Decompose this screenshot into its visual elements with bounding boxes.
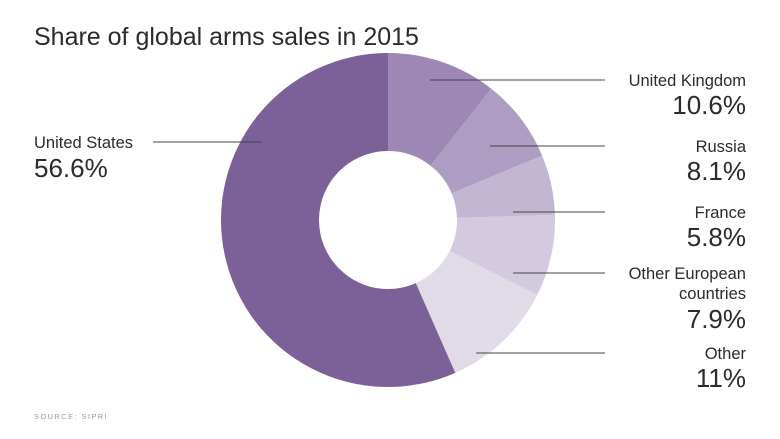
slice-label-other: Other <box>705 345 747 363</box>
slice-value-russia: 8.1% <box>687 156 746 186</box>
chart-title: Share of global arms sales in 2015 <box>34 23 419 51</box>
donut-slices <box>220 53 555 388</box>
slice-other-european-countries <box>449 214 555 295</box>
slice-label-france: France <box>695 204 746 222</box>
slice-label-other-european-countries-line2: countries <box>679 285 746 303</box>
slice-russia <box>430 88 543 194</box>
slice-other <box>415 250 538 373</box>
slice-france <box>451 155 555 218</box>
slice-label-russia: Russia <box>696 138 747 156</box>
slice-value-other: 11% <box>696 363 746 393</box>
slice-united-states <box>220 53 456 388</box>
slice-label-united-states: United States <box>34 134 133 152</box>
slice-value-other-european-countries: 7.9% <box>687 304 746 334</box>
slice-label-other-european-countries: Other European <box>629 265 746 283</box>
slice-united-kingdom <box>388 53 492 166</box>
source-note: SOURCE: SIPRI <box>34 412 108 421</box>
slice-value-united-kingdom: 10.6% <box>672 90 746 120</box>
slice-value-france: 5.8% <box>687 222 746 252</box>
slice-value-united-states: 56.6% <box>34 153 108 183</box>
slice-label-united-kingdom: United Kingdom <box>629 72 746 90</box>
